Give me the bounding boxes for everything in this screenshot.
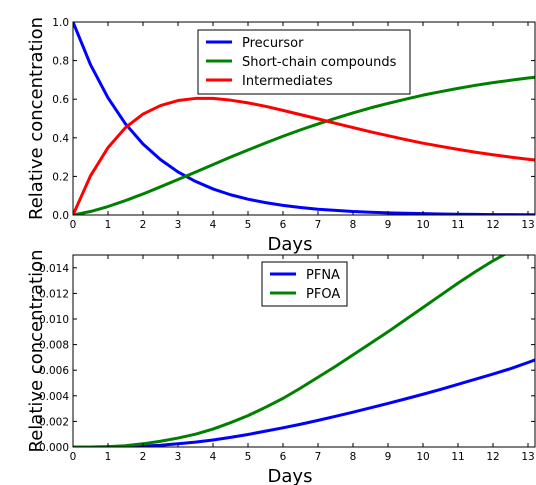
- series-line-pfoa: [73, 255, 507, 447]
- plot-frame: [72, 21, 536, 216]
- concentration-chart-bottom: 0 1 2 3 4 5 6 7 8 9 10 11 12 130.0000.0020.0040.0060.…: [26, 250, 536, 485]
- plot-frame: [72, 254, 536, 448]
- y-tick-label: 0.002: [39, 416, 69, 428]
- legend-label: PFNA: [306, 268, 340, 283]
- y-axis-label: Relative concentration: [26, 250, 47, 453]
- x-tick-label: 7: [315, 451, 322, 463]
- x-tick-label: 0: [70, 451, 77, 463]
- x-tick-label: 4: [210, 451, 217, 463]
- x-tick-label: 5: [245, 451, 252, 463]
- y-tick-label: 0.006: [39, 365, 69, 377]
- x-tick-label: 3: [175, 219, 182, 231]
- series-line-precursor: [73, 22, 535, 215]
- y-tick-label: 1.0: [52, 17, 69, 29]
- legend-box: [261, 261, 348, 307]
- x-tick-label: 9: [385, 451, 392, 463]
- y-tick-label: 0.0: [52, 210, 69, 222]
- x-tick-label: 12: [486, 219, 499, 231]
- x-tick-label: 1: [105, 451, 112, 463]
- concentration-chart-top: 0 1 2 3 4 5 6 7 8 9 10 11 12 130.00.20.40.60.81.0Days…: [26, 17, 536, 255]
- x-axis-label: Days: [268, 466, 313, 485]
- x-tick-label: 12: [486, 451, 499, 463]
- legend-label: Precursor: [242, 36, 304, 51]
- y-axis-label: Relative concentration: [26, 17, 47, 220]
- y-tick-label: 0.008: [39, 340, 69, 352]
- y-tick-label: 0.004: [39, 391, 69, 403]
- legend: Precursor Short-chain compounds Intermedia…: [197, 29, 411, 95]
- legend-label: PFOA: [306, 287, 340, 302]
- legend-box: [197, 29, 411, 95]
- x-tick-label: 11: [451, 219, 464, 231]
- x-tick-label: 13: [521, 219, 534, 231]
- y-tick-label: 0.2: [52, 171, 69, 183]
- series-group: [73, 255, 535, 447]
- series-line-pfna: [73, 358, 535, 447]
- x-tick-label: 3: [175, 451, 182, 463]
- x-tick-label: 5: [245, 219, 252, 231]
- x-tick-label: 4: [210, 219, 217, 231]
- series-line-intermediates: [73, 96, 535, 215]
- y-tick-label: 0.6: [52, 94, 69, 106]
- x-tick-label: 2: [140, 219, 147, 231]
- y-tick-label: 0.4: [52, 133, 69, 145]
- x-tick-label: 8: [350, 219, 357, 231]
- legend: PFNA PFOA: [261, 261, 348, 307]
- x-tick-label: 7: [315, 219, 322, 231]
- series-group: [73, 22, 535, 215]
- y-tick-label: 0.000: [39, 442, 69, 454]
- y-tick-label: 0.010: [39, 314, 69, 326]
- x-tick-label: 13: [521, 451, 534, 463]
- legend-label: Short-chain compounds: [242, 55, 397, 70]
- x-tick-label: 8: [350, 451, 357, 463]
- x-tick-label: 2: [140, 451, 147, 463]
- x-tick-label: 6: [280, 219, 287, 231]
- x-tick-label: 10: [416, 219, 429, 231]
- x-tick-label: 6: [280, 451, 287, 463]
- x-axis-label: Days: [268, 234, 313, 255]
- x-tick-label: 11: [451, 451, 464, 463]
- x-tick-label: 0: [70, 219, 77, 231]
- x-tick-label: 9: [385, 219, 392, 231]
- x-tick-label: 10: [416, 451, 429, 463]
- x-tick-label: 1: [105, 219, 112, 231]
- y-tick-label: 0.8: [52, 56, 69, 68]
- y-tick-label: 0.014: [39, 263, 69, 275]
- legend-label: Intermediates: [242, 74, 333, 89]
- y-tick-label: 0.012: [39, 288, 69, 300]
- series-line-short-chain-compounds: [73, 75, 535, 215]
